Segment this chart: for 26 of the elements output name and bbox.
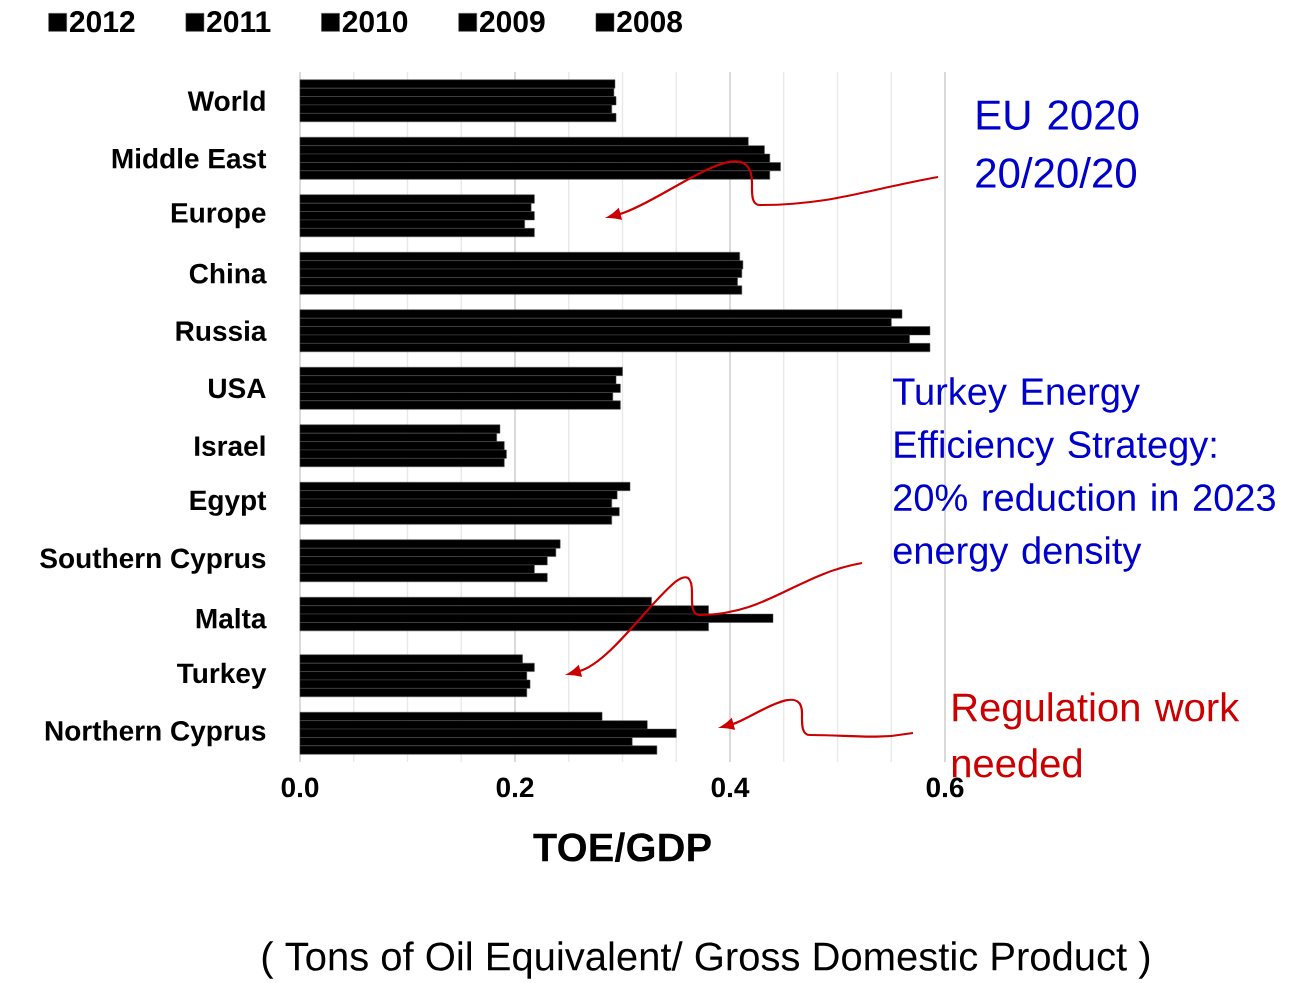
x-tick-label: 0.4 (711, 777, 750, 798)
y-tick-label: China (189, 262, 267, 284)
legend-label: 2008 (617, 11, 683, 33)
x-tick-label: 0.0 (281, 777, 319, 798)
y-tick-label: Israel (195, 435, 265, 457)
text: ( Tons of Oil Equivalent/ Gross Domestic Product ) (262, 941, 1150, 979)
legend-label: 2010 (342, 11, 408, 33)
x-tick-label: 0.2 (496, 777, 534, 798)
legend-label: 2012 (69, 11, 135, 33)
y-tick-label: Russia (176, 320, 267, 342)
x-tick-label: 0.6 (926, 777, 964, 798)
text: Regulation work needed (952, 692, 1240, 778)
x-axis-title: TOE/GDP (533, 832, 711, 863)
y-tick-label: Middle East (112, 147, 267, 169)
text: EU 2020 20/20/20 (976, 100, 1139, 188)
y-tick-label: Southern Cyprus (40, 547, 266, 574)
y-tick-label: USA (209, 378, 266, 399)
y-tick-label: Turkey (177, 662, 267, 689)
legend-label: 2011 (207, 11, 271, 33)
y-tick-label: Northern Cyprus (45, 720, 266, 747)
y-tick-label: Malta (196, 608, 267, 629)
annotation: Turkey Energy Efficiency Strategy: 20% reduction in 2023 energy density (893, 377, 1275, 572)
legend-label: 2009 (480, 11, 545, 33)
y-tick-label: Egypt (190, 490, 267, 516)
y-tick-label: World (187, 90, 265, 112)
y-tick-label: Europe (171, 203, 266, 229)
